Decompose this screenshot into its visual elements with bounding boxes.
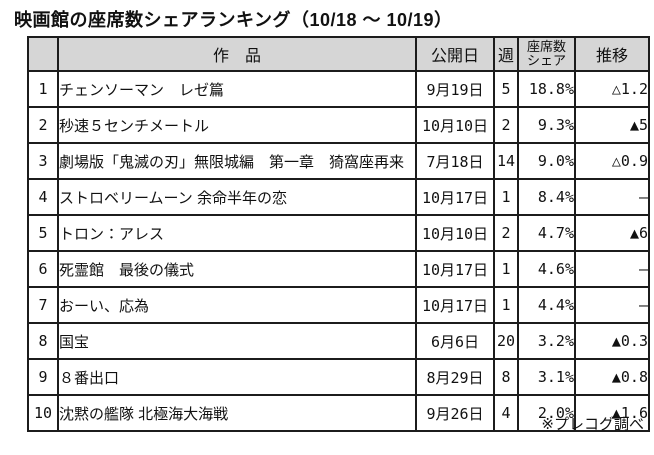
release-date-cell: 9月19日 [415,70,495,108]
week-cell: 4 [493,394,519,432]
rank-cell: 3 [27,142,59,180]
trend-cell: ― [574,286,650,324]
release-date-cell: 10月10日 [415,214,495,252]
table-header-row: 作 品 公開日 週 座席数 シェア 推移 [27,36,650,72]
seat-share-cell: 4.6% [517,250,576,288]
title-cell: 国宝 [57,322,417,360]
rank-cell: 7 [27,286,59,324]
title-cell: チェンソーマン レゼ篇 [57,70,417,108]
rank-cell: 9 [27,358,59,396]
trend-cell: △1.2 [574,70,650,108]
col-header-rank [27,36,59,72]
table-row: 8 国宝 6月6日 20 3.2% ▲0.3 [27,322,650,360]
title-cell: 沈黙の艦隊 北極海大海戦 [57,394,417,432]
week-cell: 1 [493,178,519,216]
trend-cell: ▲1.6 [574,394,650,432]
trend-cell: ― [574,250,650,288]
rank-cell: 10 [27,394,59,432]
title-cell: 死霊館 最後の儀式 [57,250,417,288]
col-header-title: 作 品 [57,36,417,72]
title-cell: 秒速５センチメートル [57,106,417,144]
release-date-cell: 6月6日 [415,322,495,360]
trend-cell: ▲0.3 [574,322,650,360]
title-cell: トロン：アレス [57,214,417,252]
trend-cell: ― [574,178,650,216]
table-row: 10 沈黙の艦隊 北極海大海戦 9月26日 4 2.0% ▲1.6 [27,394,650,432]
ranking-table: 作 品 公開日 週 座席数 シェア 推移 1 チェンソーマン レゼ篇 9月19日 5 1… [27,36,650,432]
week-cell: 14 [493,142,519,180]
rank-cell: 8 [27,322,59,360]
week-cell: 2 [493,214,519,252]
release-date-cell: 10月17日 [415,178,495,216]
release-date-cell: 7月18日 [415,142,495,180]
col-header-trend: 推移 [574,36,650,72]
seat-share-cell: 3.1% [517,358,576,396]
week-cell: 5 [493,70,519,108]
release-date-cell: 10月10日 [415,106,495,144]
week-cell: 20 [493,322,519,360]
title-cell: おーい、応為 [57,286,417,324]
release-date-cell: 8月29日 [415,358,495,396]
col-header-release-date: 公開日 [415,36,495,72]
col-header-seat-share: 座席数 シェア [517,36,576,72]
rank-cell: 4 [27,178,59,216]
trend-cell: ▲6 [574,214,650,252]
seat-share-cell: 2.0% [517,394,576,432]
trend-cell: △0.9 [574,142,650,180]
table-row: 9 ８番出口 8月29日 8 3.1% ▲0.8 [27,358,650,396]
week-cell: 2 [493,106,519,144]
table-row: 3 劇場版「鬼滅の刃」無限城編 第一章 猗窩座再来 7月18日 14 9.0% △0.9 [27,142,650,180]
table-row: 7 おーい、応為 10月17日 1 4.4% ― [27,286,650,324]
footer-note: ※プレコグ調べ [541,416,644,433]
rank-cell: 1 [27,70,59,108]
col-header-seat-share-line1: 座席数 [526,39,566,54]
seat-share-cell: 3.2% [517,322,576,360]
title-cell: 劇場版「鬼滅の刃」無限城編 第一章 猗窩座再来 [57,142,417,180]
seat-share-cell: 4.4% [517,286,576,324]
table-row: 4 ストロベリームーン 余命半年の恋 10月17日 1 8.4% ― [27,178,650,216]
seat-share-cell: 8.4% [517,178,576,216]
seat-share-cell: 9.3% [517,106,576,144]
week-cell: 1 [493,250,519,288]
week-cell: 1 [493,286,519,324]
release-date-cell: 10月17日 [415,250,495,288]
seat-share-cell: 4.7% [517,214,576,252]
rank-cell: 6 [27,250,59,288]
table-row: 5 トロン：アレス 10月10日 2 4.7% ▲6 [27,214,650,252]
table-body: 1 チェンソーマン レゼ篇 9月19日 5 18.8% △1.2 2 秒速５センチメートル 10… [27,70,650,432]
table-row: 2 秒速５センチメートル 10月10日 2 9.3% ▲5 [27,106,650,144]
release-date-cell: 9月26日 [415,394,495,432]
rank-cell: 2 [27,106,59,144]
rank-cell: 5 [27,214,59,252]
table-row: 6 死霊館 最後の儀式 10月17日 1 4.6% ― [27,250,650,288]
page-title: 映画館の座席数シェアランキング（10/18 ～ 10/19） [14,10,453,30]
trend-cell: ▲0.8 [574,358,650,396]
title-cell: ８番出口 [57,358,417,396]
release-date-cell: 10月17日 [415,286,495,324]
title-cell: ストロベリームーン 余命半年の恋 [57,178,417,216]
col-header-seat-share-line2: シェア [526,53,566,68]
col-header-week: 週 [493,36,519,72]
table-row: 1 チェンソーマン レゼ篇 9月19日 5 18.8% △1.2 [27,70,650,108]
week-cell: 8 [493,358,519,396]
seat-share-cell: 9.0% [517,142,576,180]
trend-cell: ▲5 [574,106,650,144]
seat-share-cell: 18.8% [517,70,576,108]
